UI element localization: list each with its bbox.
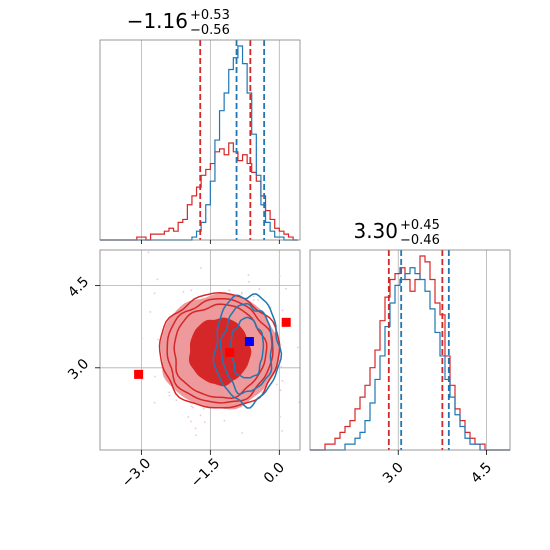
joint-sample-point — [279, 416, 281, 418]
joint-marker-blue — [244, 337, 254, 347]
joint-marker-red — [225, 347, 235, 357]
joint-sample-point — [190, 405, 193, 408]
joint-sample-point — [279, 389, 282, 392]
joint-sample-point — [182, 290, 185, 293]
joint-sample-point — [285, 287, 287, 290]
joint-sample-point — [278, 275, 281, 277]
joint-sample-point — [252, 295, 255, 298]
joint-sample-point — [157, 338, 160, 341]
joint-sample-point — [190, 420, 192, 423]
joint-sample-point — [203, 421, 206, 424]
param2-title-upper-error: +0.45 — [400, 218, 440, 233]
joint-sample-point — [278, 431, 281, 433]
contour-fill-inner — [189, 318, 251, 386]
joint-sample-point — [194, 427, 197, 430]
contour-red-line — [158, 291, 281, 409]
joint-sample-point — [275, 383, 278, 386]
param2-title-lower-error: −0.46 — [400, 233, 440, 248]
joint-sample-point — [199, 267, 202, 270]
joint-sample-point — [153, 292, 156, 295]
param1-title-value: −1.16 — [127, 9, 188, 33]
joint-marker-red — [134, 369, 144, 379]
joint-sample-point — [240, 293, 243, 295]
joint-sample-point — [168, 391, 170, 394]
joint-xtick-label: −3.0 — [119, 455, 154, 490]
contour-red-line — [173, 303, 268, 399]
joint-sample-point — [141, 337, 143, 340]
joint-sample-point — [147, 251, 150, 254]
joint-sample-point — [281, 379, 284, 382]
joint-xtick-label: −1.5 — [188, 455, 223, 490]
param2-title-value: 3.30 — [353, 219, 398, 243]
contour-red-line — [166, 297, 274, 404]
joint-sample-point — [154, 375, 156, 378]
joint-ytick-label: 4.5 — [65, 274, 92, 301]
param2-panel: 3.30 +0.45−0.46 — [309, 218, 511, 451]
param2-xtick-label: 3.0 — [380, 460, 407, 487]
joint-sample-point — [258, 288, 261, 290]
joint-sample-point — [192, 406, 194, 409]
joint-sample-point — [149, 311, 152, 313]
joint-sample-point — [257, 299, 259, 301]
joint-sample-point — [353, 337, 355, 339]
joint-marker-red — [281, 317, 291, 327]
joint-sample-point — [168, 394, 171, 397]
joint-sample-point — [187, 416, 190, 418]
joint-frame — [99, 249, 301, 451]
joint-sample-point — [199, 414, 202, 417]
joint-content — [140, 246, 355, 437]
param2-hist-red — [310, 255, 510, 451]
param2-xtick-label: 4.5 — [468, 460, 495, 487]
param1-frame — [99, 39, 301, 241]
joint-sample-point — [296, 346, 299, 349]
joint-sample-point — [194, 434, 197, 437]
joint-sample-point — [261, 391, 263, 394]
param1-panel: −1.16 +0.53−0.56 — [99, 8, 301, 241]
joint-sample-point — [247, 274, 250, 276]
param1-title-upper-error: +0.53 — [190, 8, 230, 23]
joint-ytick-label: 3.0 — [65, 356, 92, 383]
joint-sample-point — [252, 299, 255, 301]
joint-sample-point — [228, 289, 230, 292]
joint-sample-point — [241, 431, 244, 434]
joint-sample-point — [223, 419, 226, 422]
joint-panel — [99, 246, 355, 451]
param2-hist-blue — [310, 267, 510, 451]
joint-sample-point — [153, 401, 156, 404]
joint-sample-point — [234, 284, 237, 287]
joint-sample-point — [248, 280, 250, 283]
joint-sample-point — [156, 278, 159, 281]
joint-sample-point — [202, 407, 205, 410]
joint-sample-point — [240, 291, 243, 294]
joint-sample-point — [281, 429, 283, 432]
contour-blue-line — [219, 302, 273, 395]
joint-sample-point — [190, 289, 193, 292]
joint-xtick-label: 0.0 — [261, 460, 288, 487]
param1-hist-red — [100, 142, 298, 241]
joint-sample-point — [281, 309, 284, 312]
param1-title-lower-error: −0.56 — [190, 23, 230, 38]
joint-sample-point — [280, 366, 283, 368]
contour-blue-line — [212, 293, 283, 409]
joint-sample-point — [304, 305, 306, 307]
contour-red-line — [188, 317, 252, 387]
joint-sample-point — [175, 399, 178, 402]
param2-frame — [309, 249, 511, 451]
joint-sample-point — [228, 246, 230, 248]
